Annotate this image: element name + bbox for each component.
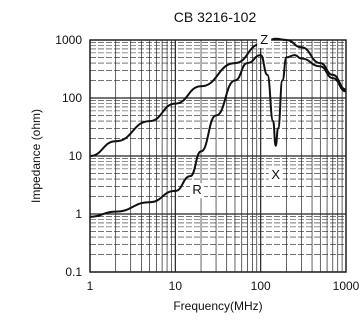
curve-label-r: R xyxy=(192,182,201,197)
x-tick-label: 1000 xyxy=(333,279,360,293)
x-tick-label: 1 xyxy=(87,279,94,293)
y-tick-label: 10 xyxy=(69,149,83,163)
chart-title: CB 3216-102 xyxy=(174,9,257,25)
curve-label-bg xyxy=(257,33,272,49)
y-axis-label: Impedance (ohm) xyxy=(29,109,43,203)
curve-label-bg xyxy=(268,168,283,184)
curve-labels: Z R X xyxy=(190,32,283,199)
grid xyxy=(89,40,346,273)
x-tick-label: 10 xyxy=(169,279,183,293)
y-tick-label: 1 xyxy=(75,207,82,221)
x-tick-label: 100 xyxy=(251,279,271,293)
curve-label-bg xyxy=(190,183,205,199)
curve-label-z: Z xyxy=(260,32,268,47)
y-tick-label: 100 xyxy=(62,91,82,105)
curve-label-x: X xyxy=(271,167,280,182)
x-axis-label: Frequency(MHz) xyxy=(173,299,262,313)
axis-ticks: 1 10 100 1000 0.1 1 10 100 1000 xyxy=(55,33,359,293)
y-tick-label: 0.1 xyxy=(65,265,82,279)
series-line-r xyxy=(89,54,347,218)
y-tick-label: 1000 xyxy=(55,33,82,47)
